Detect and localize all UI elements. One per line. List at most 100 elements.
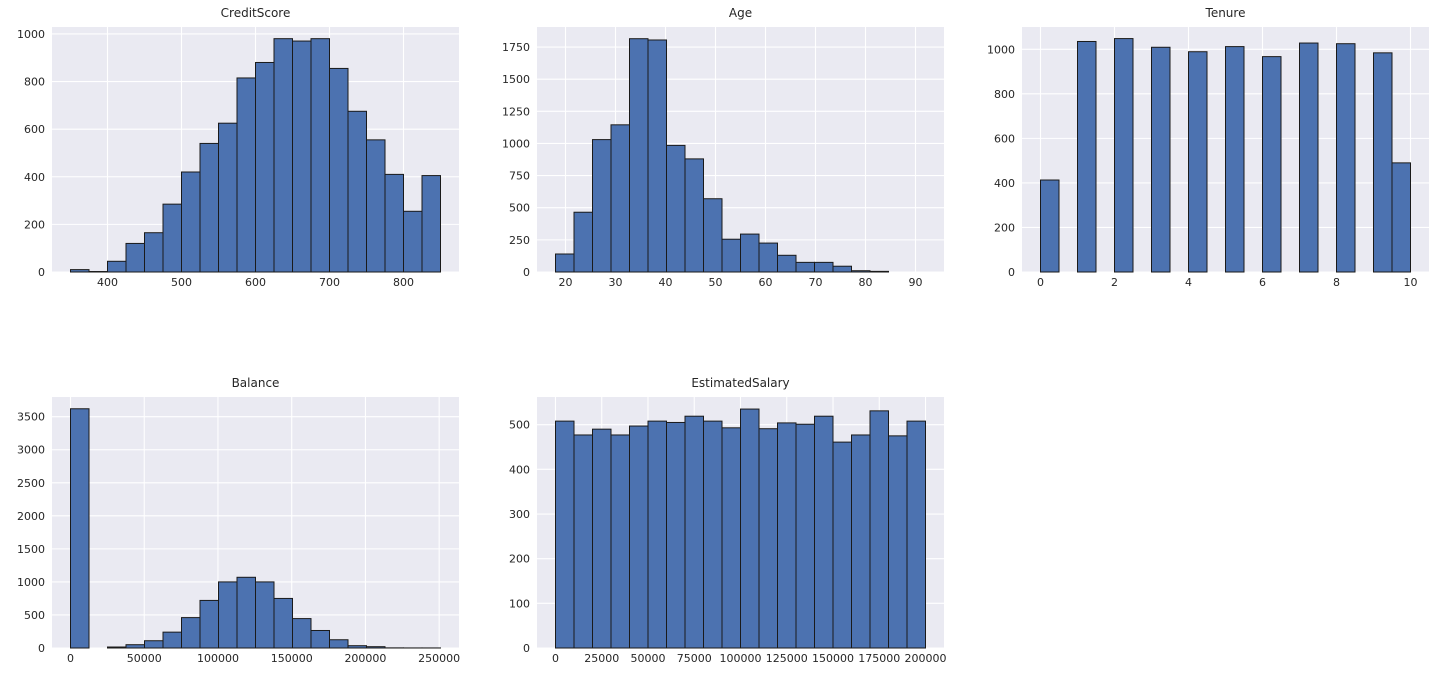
- x-tick-label: 10: [1404, 276, 1418, 289]
- histogram-bar: [310, 629, 331, 649]
- histogram-bar: [1391, 162, 1411, 273]
- histogram-bar: [814, 415, 834, 649]
- x-tick-label: 80: [859, 276, 873, 289]
- y-tick-labels: 0 250 500 750 1000 1250 1500 1750: [502, 41, 530, 279]
- x-tick-label: 600: [245, 276, 266, 289]
- histogram-bar: [647, 420, 667, 649]
- histogram-bar: [144, 232, 164, 273]
- y-tick-labels: 0 100 200 300 400 500: [509, 419, 530, 655]
- y-tick-label: 800: [994, 88, 1015, 101]
- histogram-bars: [70, 408, 442, 649]
- histogram-bar: [592, 139, 612, 273]
- histogram-bar: [384, 173, 404, 273]
- histogram-bar: [610, 124, 630, 273]
- histogram-bar: [777, 254, 797, 273]
- y-tick-label: 600: [24, 123, 45, 136]
- histogram-bar: [573, 434, 593, 649]
- histogram-bar: [703, 198, 723, 273]
- histogram-bar: [347, 110, 367, 273]
- histogram-bar: [1077, 40, 1097, 273]
- histogram-bar: [721, 238, 741, 273]
- histogram-bar: [199, 599, 220, 649]
- x-tick-label: 0: [552, 652, 559, 665]
- y-tick-label: 0: [1008, 266, 1015, 279]
- histogram-bar: [255, 61, 275, 273]
- tenure-plot-canvas: 0 200 400 600 800 1000 0 2 4 6 8 10: [987, 27, 1429, 289]
- histogram-bar: [1373, 52, 1393, 273]
- histogram-bar: [758, 242, 778, 273]
- histogram-bar: [144, 640, 164, 649]
- y-tick-label: 2000: [17, 510, 45, 523]
- chart-title-balance: Balance: [231, 376, 280, 390]
- creditscore-plot-canvas: 0 200 400 600 800 1000 400 500 600 700 800: [17, 27, 459, 289]
- histogram-bar: [555, 420, 575, 649]
- age-plot-canvas: 0 250 500 750 1000 1250 1500 1750 20 30 40 50 60 70 80…: [502, 27, 944, 289]
- histogram-bar: [181, 171, 201, 273]
- x-tick-label: 175000: [858, 652, 900, 665]
- histogram-bar: [1188, 51, 1208, 273]
- x-tick-label: 90: [909, 276, 923, 289]
- histogram-bar: [329, 639, 349, 649]
- y-tick-label: 1750: [502, 41, 530, 54]
- histogram-bar: [851, 434, 871, 649]
- x-tick-label: 150000: [271, 652, 313, 665]
- x-tick-label: 25000: [584, 652, 619, 665]
- y-tick-labels: 0 200 400 600 800 1000: [17, 28, 45, 279]
- x-tick-label: 8: [1333, 276, 1340, 289]
- histogram-bar: [555, 253, 575, 273]
- x-tick-label: 700: [319, 276, 340, 289]
- histogram-bar: [795, 423, 815, 649]
- x-tick-label: 20: [559, 276, 573, 289]
- y-tick-label: 3500: [17, 411, 45, 424]
- histogram-bar: [1151, 46, 1171, 273]
- histogram-bar: [273, 38, 293, 273]
- y-tick-label: 200: [24, 218, 45, 231]
- histogram-bar: [573, 211, 593, 273]
- histogram-panel-balance: Balance 0 500 1000 1500 2000 2500 3000 3500 0 500…: [0, 370, 485, 676]
- histogram-bar: [1336, 43, 1356, 273]
- histogram-bars: [555, 38, 889, 273]
- histogram-bar: [721, 427, 741, 649]
- histogram-panel-creditscore: CreditScore 0 200 400 600 800 1000 400 500 600 70…: [0, 0, 485, 338]
- y-tick-label: 500: [509, 202, 530, 215]
- histogram-bar: [1262, 56, 1282, 273]
- histogram-bar: [292, 40, 312, 273]
- y-tick-label: 1000: [987, 43, 1015, 56]
- histogram-bars: [555, 408, 926, 649]
- histogram-bar: [740, 408, 760, 649]
- histogram-bar: [107, 260, 127, 273]
- histogram-panel-age: Age 0 250 500 750 1000 1250 1500 1750 20 30 40 50 60…: [485, 0, 970, 338]
- y-tick-label: 200: [509, 553, 530, 566]
- x-tick-labels: 0 25000 50000 75000 100000 125000 150000 175000…: [552, 652, 947, 665]
- histogram-bar: [777, 422, 797, 649]
- y-tick-labels: 0 500 1000 1500 2000 2500 3000 3500: [17, 411, 45, 655]
- histogram-bar: [832, 441, 852, 649]
- y-tick-label: 600: [994, 132, 1015, 145]
- histogram-bar: [199, 142, 219, 273]
- histogram-bars: [70, 38, 441, 273]
- histogram-bar: [740, 233, 760, 273]
- y-tick-label: 2500: [17, 477, 45, 490]
- x-tick-label: 75000: [677, 652, 712, 665]
- histogram-bar: [1299, 42, 1319, 273]
- chart-title-tenure: Tenure: [1205, 6, 1246, 20]
- y-tick-label: 1000: [502, 137, 530, 150]
- histogram-bar: [347, 645, 368, 649]
- y-tick-label: 0: [523, 266, 530, 279]
- y-tick-label: 750: [509, 170, 530, 183]
- x-tick-label: 6: [1259, 276, 1266, 289]
- x-tick-label: 150000: [812, 652, 854, 665]
- y-tick-label: 1500: [17, 543, 45, 556]
- estimatedsalary-plot-canvas: 0 100 200 300 400 500 0 25000 50000 75000 100000 12…: [509, 397, 947, 665]
- histogram-bar: [1225, 46, 1245, 273]
- chart-title-creditscore: CreditScore: [220, 6, 291, 20]
- histogram-panel-estimatedsalary: EstimatedSalary 0 100 200 300 400 500 0 25000 50…: [485, 370, 970, 676]
- histogram-bar: [162, 631, 183, 649]
- histogram-bar: [610, 434, 630, 649]
- histogram-bar: [888, 435, 908, 649]
- histogram-bar: [70, 408, 90, 649]
- histogram-bar: [162, 203, 182, 273]
- x-tick-labels: 400 500 600 700 800: [97, 276, 414, 289]
- y-tick-label: 500: [509, 419, 530, 432]
